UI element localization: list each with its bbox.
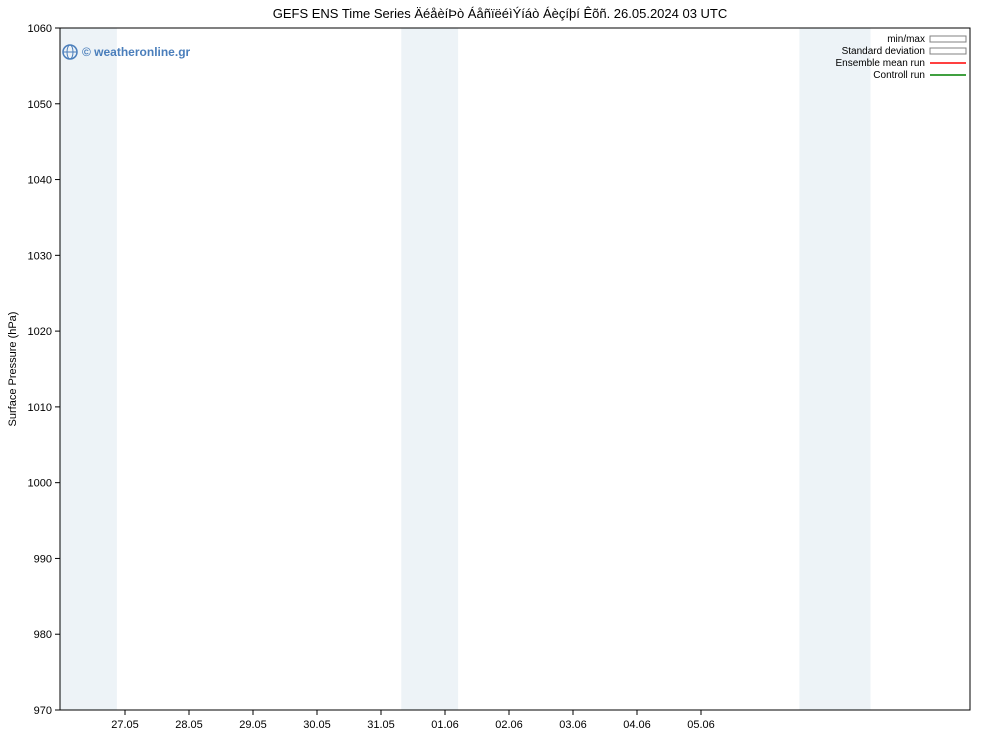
y-tick-label: 970: [34, 705, 52, 717]
y-axis-label: Surface Pressure (hPa): [7, 312, 19, 427]
x-tick-label: 28.05: [175, 719, 203, 731]
legend-label: Controll run: [873, 70, 925, 81]
x-tick-label: 29.05: [239, 719, 267, 731]
legend-label: Ensemble mean run: [836, 58, 926, 69]
pressure-chart: 970 980 990 1000 1010 1020 1030 1040 1050 1060 Sur…: [0, 0, 1000, 733]
shaded-band: [401, 28, 458, 710]
x-tick-label: 01.06: [431, 719, 459, 731]
y-tick-label: 990: [34, 553, 52, 565]
x-tick-label: 04.06: [623, 719, 651, 731]
y-tick-label: 1030: [28, 250, 52, 262]
y-tick-label: 1010: [28, 402, 52, 414]
shaded-band: [60, 28, 117, 710]
x-tick-label: 27.05: [111, 719, 139, 731]
watermark-text: © weatheronline.gr: [82, 45, 191, 59]
x-tick-label: 05.06: [687, 719, 715, 731]
y-tick-label: 980: [34, 629, 52, 641]
x-tick-label: 02.06: [495, 719, 523, 731]
y-tick-label: 1000: [28, 478, 52, 490]
y-tick-label: 1020: [28, 326, 52, 338]
y-tick-label: 1040: [28, 175, 52, 187]
x-tick-label: 03.06: [559, 719, 587, 731]
y-tick-label: 1060: [28, 23, 52, 35]
x-tick-label: 30.05: [303, 719, 331, 731]
legend-label: Standard deviation: [842, 46, 925, 57]
chart-title: GEFS ENS Time Series ÄéåèíÞò ÁåñïëéìÝíáò…: [273, 6, 728, 21]
legend-label: min/max: [887, 34, 925, 45]
shaded-band: [799, 28, 870, 710]
x-tick-label: 31.05: [367, 719, 395, 731]
y-tick-label: 1050: [28, 99, 52, 111]
